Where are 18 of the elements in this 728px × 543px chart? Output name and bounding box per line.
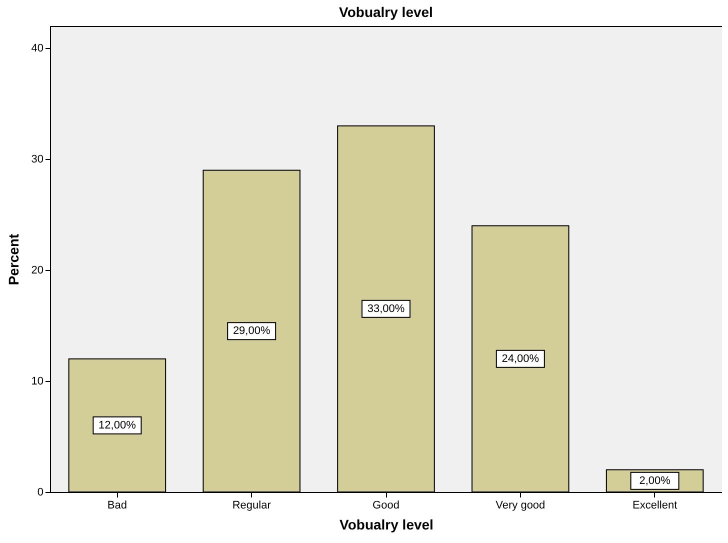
data-label: 12,00% xyxy=(98,419,136,432)
x-tick-label: Good xyxy=(372,500,400,512)
y-tick-label: 10 xyxy=(31,376,44,388)
x-tick-label: Very good xyxy=(496,500,546,512)
data-label: 33,00% xyxy=(367,302,405,315)
y-tick-label: 20 xyxy=(31,264,44,277)
x-tick-label: Bad xyxy=(107,500,127,512)
y-tick-label: 0 xyxy=(37,486,44,498)
x-axis-title: Vobualry level xyxy=(340,516,434,532)
y-tick-label: 40 xyxy=(31,42,44,55)
chart-title: Vobualry level xyxy=(339,4,433,20)
data-label: 2,00% xyxy=(639,474,671,487)
data-label: 29,00% xyxy=(232,325,270,338)
data-label: 24,00% xyxy=(502,352,540,365)
x-tick-label: Regular xyxy=(232,500,272,512)
y-axis-title: Percent xyxy=(5,233,22,286)
y-tick-label: 30 xyxy=(31,154,44,166)
x-tick-label: Excellent xyxy=(632,500,678,512)
